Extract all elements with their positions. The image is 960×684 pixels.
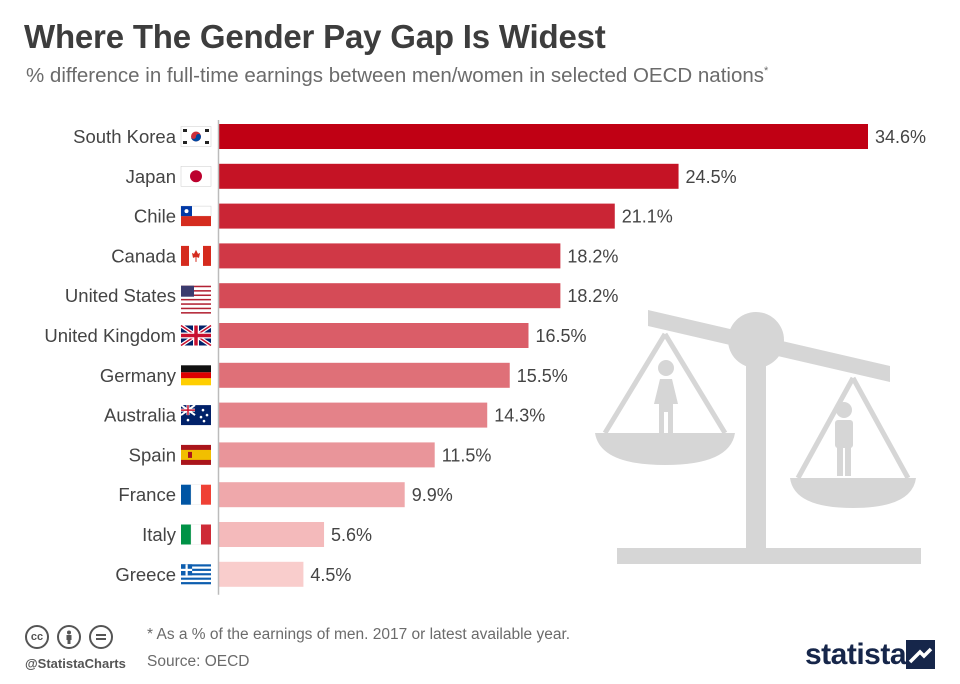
bar (219, 323, 529, 348)
value-label: 11.5% (442, 445, 492, 465)
scale-icon (595, 310, 921, 564)
value-label: 14.3% (494, 406, 545, 426)
category-label: United States (65, 285, 176, 306)
category-label: South Korea (73, 126, 177, 147)
category-label: United Kingdom (44, 325, 176, 346)
no-derivatives-icon (89, 625, 113, 649)
value-label: 4.5% (310, 565, 351, 585)
bar (219, 124, 868, 149)
germany-flag-icon (181, 365, 211, 386)
value-label: 24.5% (686, 167, 737, 187)
value-label: 18.2% (567, 286, 618, 306)
attribution-icon (57, 625, 81, 649)
united-states-flag-icon (181, 285, 211, 314)
category-label: Germany (100, 365, 177, 386)
category-label: Spain (129, 444, 176, 465)
value-label: 34.6% (875, 127, 926, 147)
value-label: 21.1% (622, 207, 673, 227)
bar (219, 243, 561, 269)
france-flag-icon (181, 484, 211, 505)
value-label: 15.5% (517, 366, 568, 386)
license-icons: cc (25, 625, 113, 649)
category-label: France (118, 484, 176, 505)
chart-subtitle: % difference in full-time earnings betwe… (26, 64, 768, 88)
value-label: 16.5% (535, 326, 586, 346)
canada-flag-icon (181, 245, 211, 266)
bar (219, 442, 435, 468)
category-label: Japan (126, 166, 176, 187)
category-label: Australia (104, 405, 177, 426)
subtitle-text: % difference in full-time earnings betwe… (26, 64, 764, 87)
chile-flag-icon (180, 205, 212, 227)
category-label: Italy (142, 524, 177, 545)
bar (219, 561, 304, 587)
united-kingdom-flag-icon (179, 323, 213, 348)
bar (219, 283, 561, 309)
man-icon (835, 402, 853, 476)
category-label: Greece (115, 564, 176, 585)
bar (219, 163, 679, 189)
australia-flag-icon (180, 404, 211, 426)
chart-title: Where The Gender Pay Gap Is Widest (24, 18, 606, 55)
bar (219, 203, 615, 229)
footnote: * As a % of the earnings of men. 2017 or… (147, 626, 571, 643)
south-korea-flag-icon (180, 126, 212, 147)
category-label: Chile (134, 206, 176, 227)
bar (219, 402, 488, 428)
italy-flag-icon (181, 524, 211, 545)
subtitle-footnote-marker: * (764, 65, 769, 78)
spain-flag-icon (181, 444, 211, 465)
bar-chart: 34.6% South Korea 24.5% Japan 21.1% Chile 18.2… (44, 120, 926, 595)
japan-flag-icon (180, 166, 212, 187)
bar (219, 482, 405, 508)
value-label: 9.9% (412, 485, 453, 505)
greece-flag-icon (181, 564, 211, 585)
brand-logo: statista (805, 638, 907, 671)
social-handle: @StatistaCharts (25, 656, 126, 671)
value-label: 5.6% (331, 525, 372, 545)
source: Source: OECD (147, 653, 250, 670)
category-label: Canada (111, 245, 177, 266)
woman-icon (654, 360, 678, 433)
creative-commons-icon: cc (25, 625, 49, 649)
bar (219, 522, 325, 547)
bar (219, 362, 510, 388)
statista-logo-icon (906, 640, 935, 669)
value-label: 18.2% (567, 246, 618, 266)
